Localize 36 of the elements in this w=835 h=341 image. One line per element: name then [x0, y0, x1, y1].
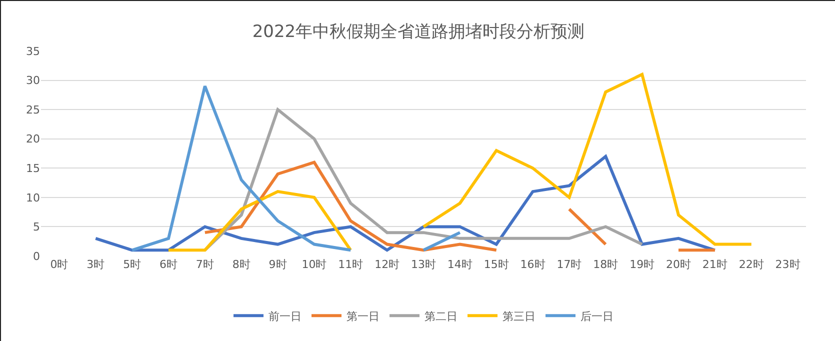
x-tick-label: 23时 — [775, 258, 800, 271]
x-tick-label: 20时 — [666, 258, 691, 271]
y-tick-label: 15 — [26, 162, 40, 175]
x-tick-label: 6时 — [160, 258, 178, 271]
x-tick-label: 7时 — [196, 258, 214, 271]
x-tick-label: 19时 — [630, 258, 655, 271]
x-tick-label: 16时 — [520, 258, 546, 271]
x-tick-label: 3时 — [86, 258, 105, 271]
x-tick-label: 5时 — [123, 258, 142, 271]
legend-label: 第三日 — [502, 310, 536, 323]
x-tick-label: 0时 — [50, 258, 68, 271]
legend-label: 后一日 — [580, 310, 614, 323]
y-tick-label: 30 — [26, 74, 40, 88]
y-tick-label: 5 — [33, 220, 40, 234]
line-series — [94, 154, 716, 252]
y-tick-label: 25 — [26, 103, 40, 116]
x-tick-label: 18时 — [593, 258, 618, 271]
y-tick-label: 0 — [33, 250, 40, 263]
chart-title: 2022年中秋假期全省道路拥堵时段分析预测 — [252, 22, 585, 42]
x-tick-label: 8时 — [232, 258, 250, 271]
x-tick-label: 14时 — [447, 258, 472, 271]
x-tick-label: 15时 — [484, 258, 509, 271]
legend-label: 第一日 — [346, 310, 380, 323]
x-tick-label: 13时 — [411, 258, 436, 271]
x-tick-label: 11时 — [338, 258, 364, 271]
legend-label: 前一日 — [268, 310, 302, 323]
y-tick-label: 20 — [26, 132, 40, 146]
legend-label: 第二日 — [424, 310, 458, 323]
x-tick-label: 17时 — [556, 258, 582, 271]
x-tick-label: 12时 — [374, 258, 400, 271]
x-tick-label: 21时 — [702, 258, 728, 271]
x-tick-label: 9时 — [268, 258, 287, 271]
x-tick-label: 22时 — [738, 258, 764, 271]
y-tick-label: 35 — [26, 44, 40, 58]
y-tick-label: 10 — [26, 191, 40, 204]
x-tick-label: 10时 — [302, 258, 327, 271]
